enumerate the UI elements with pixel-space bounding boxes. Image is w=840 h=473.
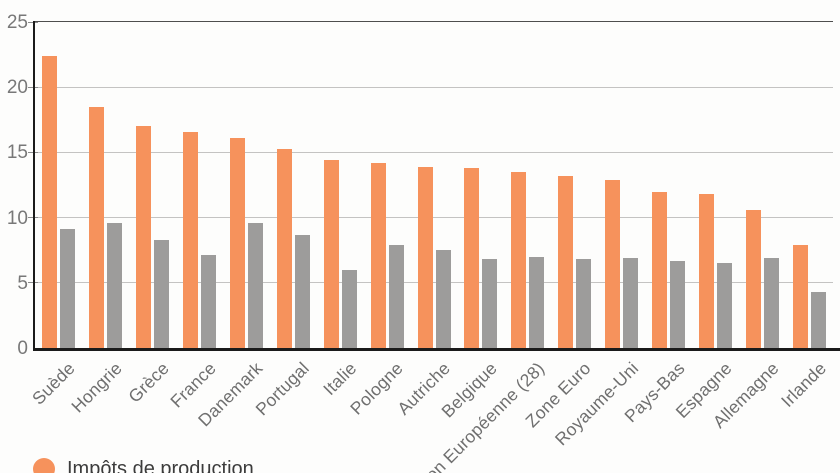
x-tick-label-italie: Italie <box>319 358 361 400</box>
legend-label-impots-de-production: Impôts de production <box>67 458 254 473</box>
bar-secondary-allemagne <box>764 258 780 348</box>
bar-secondary-hongrie <box>106 222 122 348</box>
x-tick-label-hongrie: Hongrie <box>67 358 126 417</box>
gridline-15 <box>35 151 833 153</box>
x-axis-line <box>33 348 840 351</box>
bar-primary-union-europeenne-28 <box>511 171 527 348</box>
bar-primary-royaume-uni <box>605 179 621 348</box>
y-tick-label-15: 15 <box>6 142 28 164</box>
bar-primary-italie <box>323 160 339 348</box>
bar-primary-zone-euro <box>558 175 574 348</box>
x-tick-label-grece: Grèce <box>123 358 173 407</box>
y-axis-tick-labels: 0 5 10 15 20 25 <box>0 0 28 473</box>
y-tick-label-10: 10 <box>6 207 28 229</box>
bar-secondary-irlande <box>811 291 827 348</box>
bar-secondary-belgique <box>482 259 498 348</box>
bar-secondary-danemark <box>247 222 263 348</box>
gridline-10 <box>35 217 833 219</box>
bar-secondary-grece <box>153 239 169 348</box>
legend: Impôts de production <box>33 458 254 473</box>
bar-primary-suede <box>41 55 57 348</box>
y-tick-label-25: 25 <box>6 12 28 33</box>
y-tick-label-20: 20 <box>6 77 28 99</box>
bar-secondary-royaume-uni <box>623 258 639 348</box>
bar-secondary-zone-euro <box>576 259 592 348</box>
bar-secondary-pologne <box>388 244 404 348</box>
x-axis-category-labels: Suède Hongrie Grèce France Danemark Portugal I… <box>28 352 833 473</box>
plot-area <box>28 21 833 348</box>
bar-primary-danemark <box>229 138 245 348</box>
plot-top-border <box>35 21 833 22</box>
bar-primary-pologne <box>370 162 386 348</box>
gridline-5 <box>35 282 833 284</box>
bar-primary-irlande <box>793 244 809 348</box>
bar-primary-portugal <box>276 148 292 348</box>
bar-secondary-espagne <box>717 263 733 348</box>
legend-swatch-impots-de-production <box>33 458 55 473</box>
bar-primary-espagne <box>699 194 715 348</box>
bar-secondary-suede <box>59 229 75 348</box>
bar-primary-grece <box>135 126 151 348</box>
bar-primary-pays-bas <box>652 191 668 348</box>
bar-secondary-autriche <box>435 250 451 348</box>
bar-secondary-pays-bas <box>670 260 686 348</box>
gridline-20 <box>35 86 833 88</box>
y-tick-label-5: 5 <box>17 272 28 294</box>
bar-secondary-union-europeenne-28 <box>529 256 545 348</box>
bar-primary-allemagne <box>746 209 762 348</box>
y-axis-line <box>33 21 35 351</box>
bar-primary-france <box>182 131 198 348</box>
bar-primary-hongrie <box>88 106 104 348</box>
bar-secondary-france <box>200 255 216 348</box>
bar-primary-belgique <box>464 168 480 348</box>
bar-secondary-portugal <box>294 234 310 348</box>
bar-primary-autriche <box>417 166 433 348</box>
x-tick-label-irlande: Irlande <box>776 358 830 411</box>
y-tick-label-0: 0 <box>17 338 28 359</box>
bar-secondary-italie <box>341 269 357 348</box>
